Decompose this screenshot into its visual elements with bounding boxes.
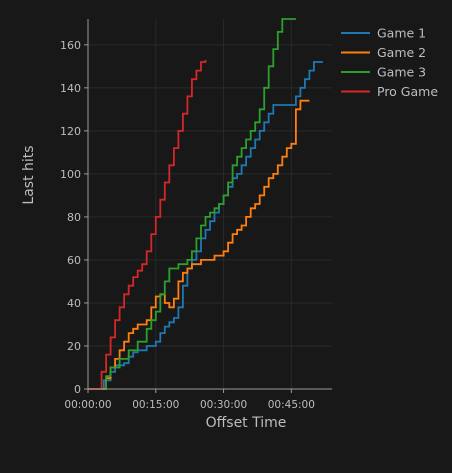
legend-label-game-1: Game 1 (377, 26, 426, 41)
y-tick-label: 0 (74, 383, 81, 396)
y-tick-label: 60 (67, 254, 81, 267)
legend-label-pro-game: Pro Game (377, 84, 438, 99)
y-tick-label: 100 (60, 168, 81, 181)
y-tick-label: 140 (60, 82, 81, 95)
x-tick-label: 00:00:00 (64, 399, 111, 411)
series-line-game-3 (88, 18, 296, 390)
x-tick-label: 00:45:00 (268, 399, 315, 411)
legend-label-game-3: Game 3 (377, 65, 426, 80)
series-line-game-1 (88, 61, 323, 390)
y-tick-label: 80 (67, 211, 81, 224)
y-axis-label: Last hits (21, 145, 37, 204)
axes: 0 20 40 60 80 100 120 140 160 00:00:00 00:15:00 00:… (60, 19, 332, 411)
y-tick-label: 20 (67, 340, 81, 353)
legend: Game 1 Game 2 Game 3 Pro Game (341, 26, 438, 99)
y-tick-label: 40 (67, 297, 81, 310)
legend-label-game-2: Game 2 (377, 45, 426, 60)
series-line-game-2 (88, 99, 310, 390)
series-lines (88, 18, 323, 390)
x-axis-label: Offset Time (206, 415, 287, 431)
series-line-pro-game (88, 59, 207, 390)
x-tick-label: 00:30:00 (200, 399, 247, 411)
y-tick-label: 120 (60, 125, 81, 138)
x-tick-label: 00:15:00 (132, 399, 179, 411)
y-tick-label: 160 (60, 39, 81, 52)
